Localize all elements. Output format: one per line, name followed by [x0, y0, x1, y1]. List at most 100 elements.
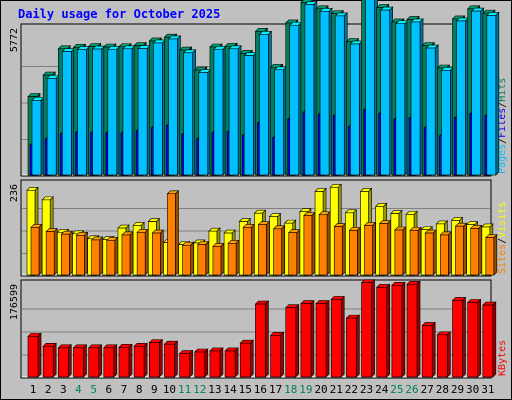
bar-middle-sites-day16-face: [258, 224, 267, 276]
day-label-10: 10: [163, 383, 176, 396]
bar-middle-sites-day25: [394, 226, 407, 276]
bar-bottom-kbytes-day22-side: [356, 314, 360, 378]
bar-middle-sites-day21-side: [341, 222, 346, 276]
bar-top-pages-day18-face: [289, 24, 300, 176]
bar-top-pages-day22: [349, 40, 364, 176]
bar-bottom-kbytes-day29: [451, 296, 467, 378]
bar-bottom-kbytes-day1-face: [27, 336, 39, 378]
bar-bottom-kbytes-day12-side: [204, 348, 209, 378]
bar-bottom-kbytes-day31: [482, 301, 497, 378]
bar-middle-sites-day3-face: [61, 233, 70, 276]
chart-panels: 5772Pages/Files/Hits236Sites/Visits17659…: [9, 0, 508, 379]
panel-bottom-legend: KBytes: [497, 340, 508, 376]
bar-bottom-kbytes-day7-face: [118, 347, 130, 378]
day-label-20: 20: [314, 383, 327, 396]
bar-middle-sites-day11-side: [190, 241, 194, 276]
bar-middle-sites-day1-face: [30, 227, 40, 276]
day-label-30: 30: [466, 383, 479, 396]
bar-middle-sites-day17-face: [273, 228, 282, 276]
day-label-26: 26: [405, 383, 418, 396]
bar-bottom-kbytes-day18-face: [285, 307, 297, 378]
bar-bottom-kbytes-day2-face: [42, 345, 54, 378]
day-label-9: 9: [151, 383, 158, 396]
bar-top-pages-day9-face: [152, 42, 163, 176]
bar-middle-sites-day19: [303, 211, 316, 276]
day-label-19: 19: [299, 383, 312, 396]
bar-middle-sites-day21-face: [333, 226, 343, 276]
bar-bottom-kbytes-day7: [118, 343, 133, 378]
bar-top-pages-day28-face: [441, 69, 451, 176]
bar-bottom-kbytes-day26-side: [416, 280, 421, 378]
bar-middle-sites-day9: [151, 229, 165, 276]
bar-middle-sites-day10: [166, 190, 180, 276]
bar-middle-sites-day12: [197, 240, 210, 276]
bar-bottom-kbytes-day24-side: [386, 283, 391, 378]
bar-bottom-kbytes-day27-face: [421, 325, 433, 378]
panel-middle-legend-item: Visits: [497, 202, 508, 238]
bar-top-pages-day26-face: [410, 21, 421, 176]
day-label-3: 3: [60, 383, 67, 396]
bar-bottom-kbytes-day30-side: [477, 298, 481, 378]
bar-top-pages-day27-face: [425, 47, 436, 176]
bar-bottom-kbytes-day15: [239, 339, 254, 378]
bar-bottom-kbytes-day9-side: [158, 338, 163, 378]
bar-bottom-kbytes-day10-side: [174, 340, 178, 378]
bar-bottom-kbytes-day3: [57, 344, 73, 378]
bar-bottom-kbytes-day5-face: [88, 347, 99, 378]
bar-bottom-kbytes-day23-side: [371, 278, 375, 378]
bar-bottom-kbytes-day26: [406, 280, 421, 378]
bar-bottom-kbytes-day18-side: [295, 303, 300, 378]
day-label-17: 17: [269, 383, 282, 396]
panel-middle-legend-item: Sites: [497, 244, 508, 274]
bar-middle-sites-day8-face: [136, 231, 146, 276]
bar-middle-sites-day17-side: [281, 225, 285, 276]
bar-middle-sites-day25-side: [402, 226, 407, 276]
bar-middle-sites-day8: [136, 228, 149, 276]
bar-bottom-kbytes-day5-side: [98, 344, 102, 378]
bar-middle-sites-day25-face: [394, 229, 404, 276]
bar-bottom-kbytes-day8: [133, 342, 148, 378]
bar-middle-sites-day6-face: [106, 239, 116, 276]
day-label-29: 29: [451, 383, 464, 396]
bar-bottom-kbytes-day22-face: [346, 317, 357, 378]
panel-middle: 236 Sites/Visits: [9, 179, 508, 277]
bar-middle-sites-day20: [318, 211, 331, 276]
bar-bottom-kbytes-day4-face: [73, 347, 84, 378]
bar-bottom-kbytes-day16: [254, 300, 270, 378]
bar-middle-sites-day24: [378, 219, 392, 276]
bar-bottom-kbytes-day8-side: [143, 342, 148, 378]
day-label-16: 16: [254, 383, 267, 396]
bar-middle-sites-day31-face: [485, 237, 495, 276]
bar-middle-sites-day23-side: [372, 221, 376, 276]
bar-top-pages-day15: [243, 51, 257, 176]
day-label-25: 25: [390, 383, 403, 396]
bar-bottom-kbytes-day19-side: [310, 299, 315, 378]
bar-bottom-kbytes-day6-side: [113, 344, 118, 378]
bar-middle-sites-day7-side: [129, 231, 134, 276]
bar-bottom-kbytes-day30-face: [467, 302, 478, 378]
bar-top-pages-day20: [319, 7, 333, 176]
bar-top-pages-day8-face: [137, 48, 148, 176]
bar-top-pages-day19-face: [304, 4, 315, 176]
bar-bottom-kbytes-day18: [285, 303, 300, 378]
bar-top-pages-day13: [213, 45, 227, 176]
day-labels: 1 2 3 4 5 6 7 8 9 10 11 12 13 14 15 16 17 18 19 20 21 22 23 24 2…: [30, 383, 495, 396]
day-label-14: 14: [223, 383, 237, 396]
bar-bottom-kbytes-day27-side: [431, 321, 436, 378]
bar-middle-sites-day21: [333, 222, 346, 276]
bar-top-pages-day4: [76, 45, 91, 176]
bar-middle-sites-day16-side: [266, 220, 270, 276]
bar-middle-sites-day17: [272, 225, 286, 276]
bar-top-pages-day25-face: [395, 23, 406, 176]
bar-bottom-kbytes-day6-face: [103, 347, 115, 378]
panel-middle-legend-item: /: [497, 238, 508, 244]
bar-top-pages-day10: [167, 35, 182, 176]
bar-middle-sites-day12-side: [205, 240, 210, 276]
bar-bottom-kbytes-day20-face: [315, 303, 327, 378]
bar-top-pages-day8: [137, 44, 151, 176]
bar-top-pages-day28: [440, 66, 455, 176]
bar-bottom-kbytes-day22: [345, 314, 361, 378]
bar-bottom-kbytes-day28-face: [437, 334, 448, 378]
